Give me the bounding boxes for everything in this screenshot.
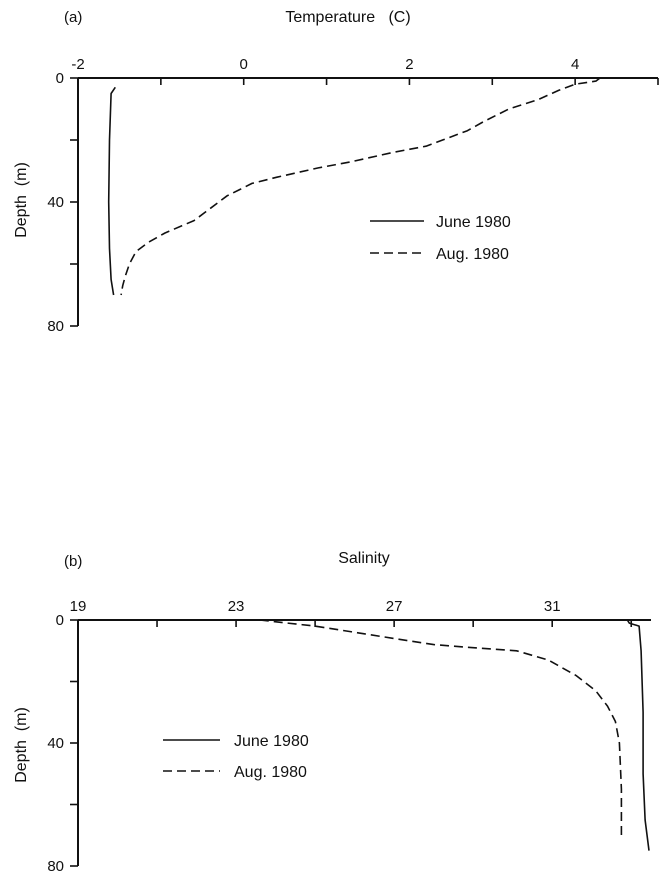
panel-a-series — [107, 77, 601, 296]
panel-a-x-tick-label: 2 — [405, 56, 413, 73]
panel-a-label: (a) — [64, 9, 82, 26]
panel-b-series-aug-1980 — [259, 619, 623, 836]
panel-b-legend: June 1980 Aug. 1980 — [163, 733, 309, 781]
panel-b-x-tick-label: 23 — [228, 598, 245, 615]
panel-b-series-june-1980 — [626, 619, 650, 851]
panel-b-x-tick-label: 19 — [70, 598, 87, 615]
panel-a-legend: June 1980 Aug. 1980 — [370, 214, 511, 263]
panel-b-legend-label-june: June 1980 — [234, 733, 309, 750]
panel-b-legend-label-aug: Aug. 1980 — [234, 764, 307, 781]
panel-a-legend-label-june: June 1980 — [436, 214, 511, 231]
panel-b-label: (b) — [64, 553, 82, 570]
panel-a-y-tick-label: 0 — [56, 70, 64, 87]
panel-a-legend-label-aug: Aug. 1980 — [436, 246, 509, 263]
panel-b-x-tick-label: 31 — [544, 598, 561, 615]
panel-a-temperature: (a) Temperature (C) Depth (m) -2 0 2 404080… — [13, 9, 659, 335]
panel-a-x-tick-label: -2 — [71, 56, 84, 73]
panel-b-x-tick-label: 27 — [386, 598, 403, 615]
panel-b-y-tick-label: 0 — [56, 612, 64, 629]
panel-b-title: Salinity — [338, 550, 390, 567]
panel-a-y-tick-label: 80 — [47, 318, 64, 335]
panel-b-y-axis-label: Depth (m) — [13, 707, 30, 783]
panel-a-series-aug-1980 — [120, 77, 601, 296]
panel-a-y-axis-label: Depth (m) — [13, 162, 30, 238]
panel-b-y-tick-label: 40 — [47, 735, 64, 752]
panel-b-y-tick-label: 80 — [47, 858, 64, 875]
panel-b-series — [259, 619, 650, 851]
panel-b-salinity: (b) Salinity Depth (m) 19 23 27 31 0 40 80 Jun… — [13, 550, 651, 875]
panel-a-y-tick-label: 40 — [47, 194, 64, 211]
panel-a-title: Temperature (C) — [285, 9, 410, 26]
panel-a-x-tick-label: 0 — [240, 56, 248, 73]
panel-a-x-tick-label: 4 — [571, 56, 579, 73]
panel-b-axes: 19 23 27 31 0 40 80 — [47, 598, 651, 875]
panel-a-series-june-1980 — [107, 86, 116, 296]
